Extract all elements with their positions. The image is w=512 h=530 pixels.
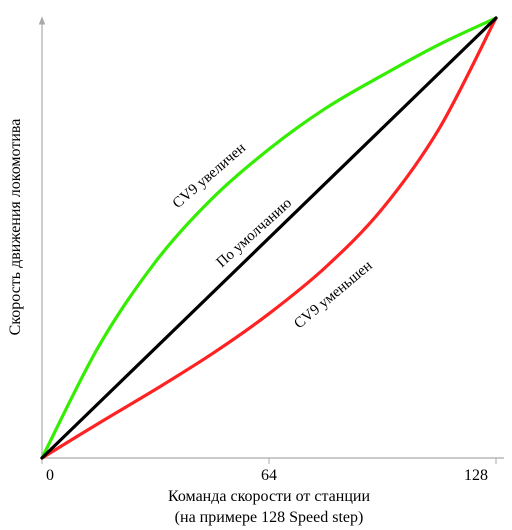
x-axis-label-line2: (на примере 128 Speed step) [175,509,364,526]
series-label-cv9-decreased: CV9 уменьшен [291,258,375,332]
y-axis-label: Скорость движения локомотива [7,119,24,336]
series-label-default: По умолчанию [214,195,295,271]
x-axis-label: Команда скорости от станции [168,488,370,505]
x-tick-label-128: 128 [464,467,488,484]
series-line-cv9-increased [40,16,498,460]
x-tick-label-64: 64 [261,467,277,484]
series-line-cv9-decreased [40,16,498,460]
x-tick-label-0: 0 [46,467,54,484]
series-line-default [40,16,498,460]
